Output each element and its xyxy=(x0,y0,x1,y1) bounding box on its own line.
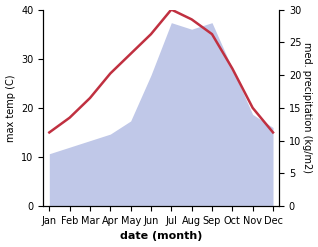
X-axis label: date (month): date (month) xyxy=(120,231,202,242)
Y-axis label: max temp (C): max temp (C) xyxy=(5,74,16,142)
Y-axis label: med. precipitation (kg/m2): med. precipitation (kg/m2) xyxy=(302,42,313,173)
